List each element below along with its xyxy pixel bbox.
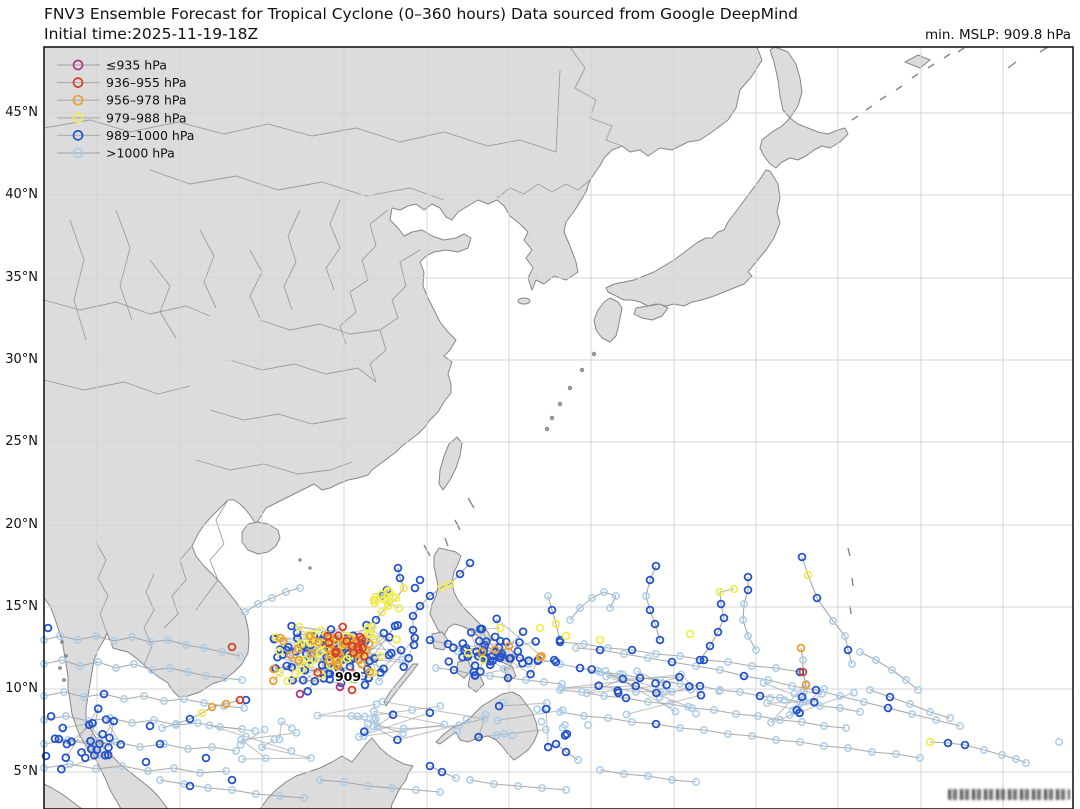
land-kyushu bbox=[593, 297, 623, 343]
legend-label: ≤935 hPa bbox=[106, 58, 167, 73]
track-markers-layer bbox=[40, 552, 1063, 802]
legend-item: >1000 hPa bbox=[57, 146, 175, 161]
plot-frame bbox=[43, 46, 1074, 809]
land-honshu bbox=[605, 169, 781, 307]
graticule-layer bbox=[44, 47, 1073, 809]
land-taiwan bbox=[438, 436, 463, 491]
land-hokkaido bbox=[759, 117, 849, 169]
legend-item: 979–988 hPa bbox=[57, 110, 187, 125]
legend: ≤935 hPa 936–955 hPa 956–978 hPa 979–988 hP… bbox=[57, 58, 194, 161]
legend-item: 989–1000 hPa bbox=[57, 128, 194, 143]
land-mindanao bbox=[435, 691, 539, 761]
land-jeju bbox=[517, 297, 531, 305]
lat-tick-label: 20°N bbox=[5, 517, 38, 532]
legend-item: 956–978 hPa bbox=[57, 93, 187, 108]
lat-tick-label: 40°N bbox=[5, 187, 38, 202]
legend-label: 956–978 hPa bbox=[106, 93, 187, 108]
admin-borders-layer bbox=[43, 46, 623, 666]
land-luzon bbox=[429, 547, 493, 643]
legend-label: 979–988 hPa bbox=[106, 110, 187, 125]
land-borneo bbox=[259, 737, 414, 809]
land-shikoku bbox=[633, 303, 669, 321]
legend-label: >1000 hPa bbox=[106, 146, 175, 161]
lat-tick-label: 15°N bbox=[5, 599, 38, 614]
min-mslp-label: min. MSLP: 909.8 hPa bbox=[924, 27, 1071, 43]
land-sumatra bbox=[43, 783, 83, 809]
lat-tick-label: 45°N bbox=[5, 105, 38, 120]
lat-tick-label: 25°N bbox=[5, 434, 38, 449]
watermark-blur bbox=[948, 789, 1070, 800]
min-pressure-annotation: 909 bbox=[335, 669, 361, 684]
legend-label: 936–955 hPa bbox=[106, 75, 187, 90]
lat-tick-label: 35°N bbox=[5, 270, 38, 285]
lat-tick-label: 30°N bbox=[5, 352, 38, 367]
legend-item: ≤935 hPa bbox=[57, 58, 167, 73]
legend-label: 989–1000 hPa bbox=[106, 128, 194, 143]
lat-tick-label: 5°N bbox=[13, 764, 39, 779]
plot-title: FNV3 Ensemble Forecast for Tropical Cycl… bbox=[44, 5, 798, 23]
lat-tick-label: 10°N bbox=[5, 681, 38, 696]
landmass-layer bbox=[43, 46, 931, 809]
initial-time-label: Initial time:2025-11-19-18Z bbox=[44, 25, 259, 43]
legend-item: 936–955 hPa bbox=[57, 75, 187, 90]
land-kamchatka-corner bbox=[904, 54, 931, 69]
land-hainan bbox=[241, 521, 281, 555]
